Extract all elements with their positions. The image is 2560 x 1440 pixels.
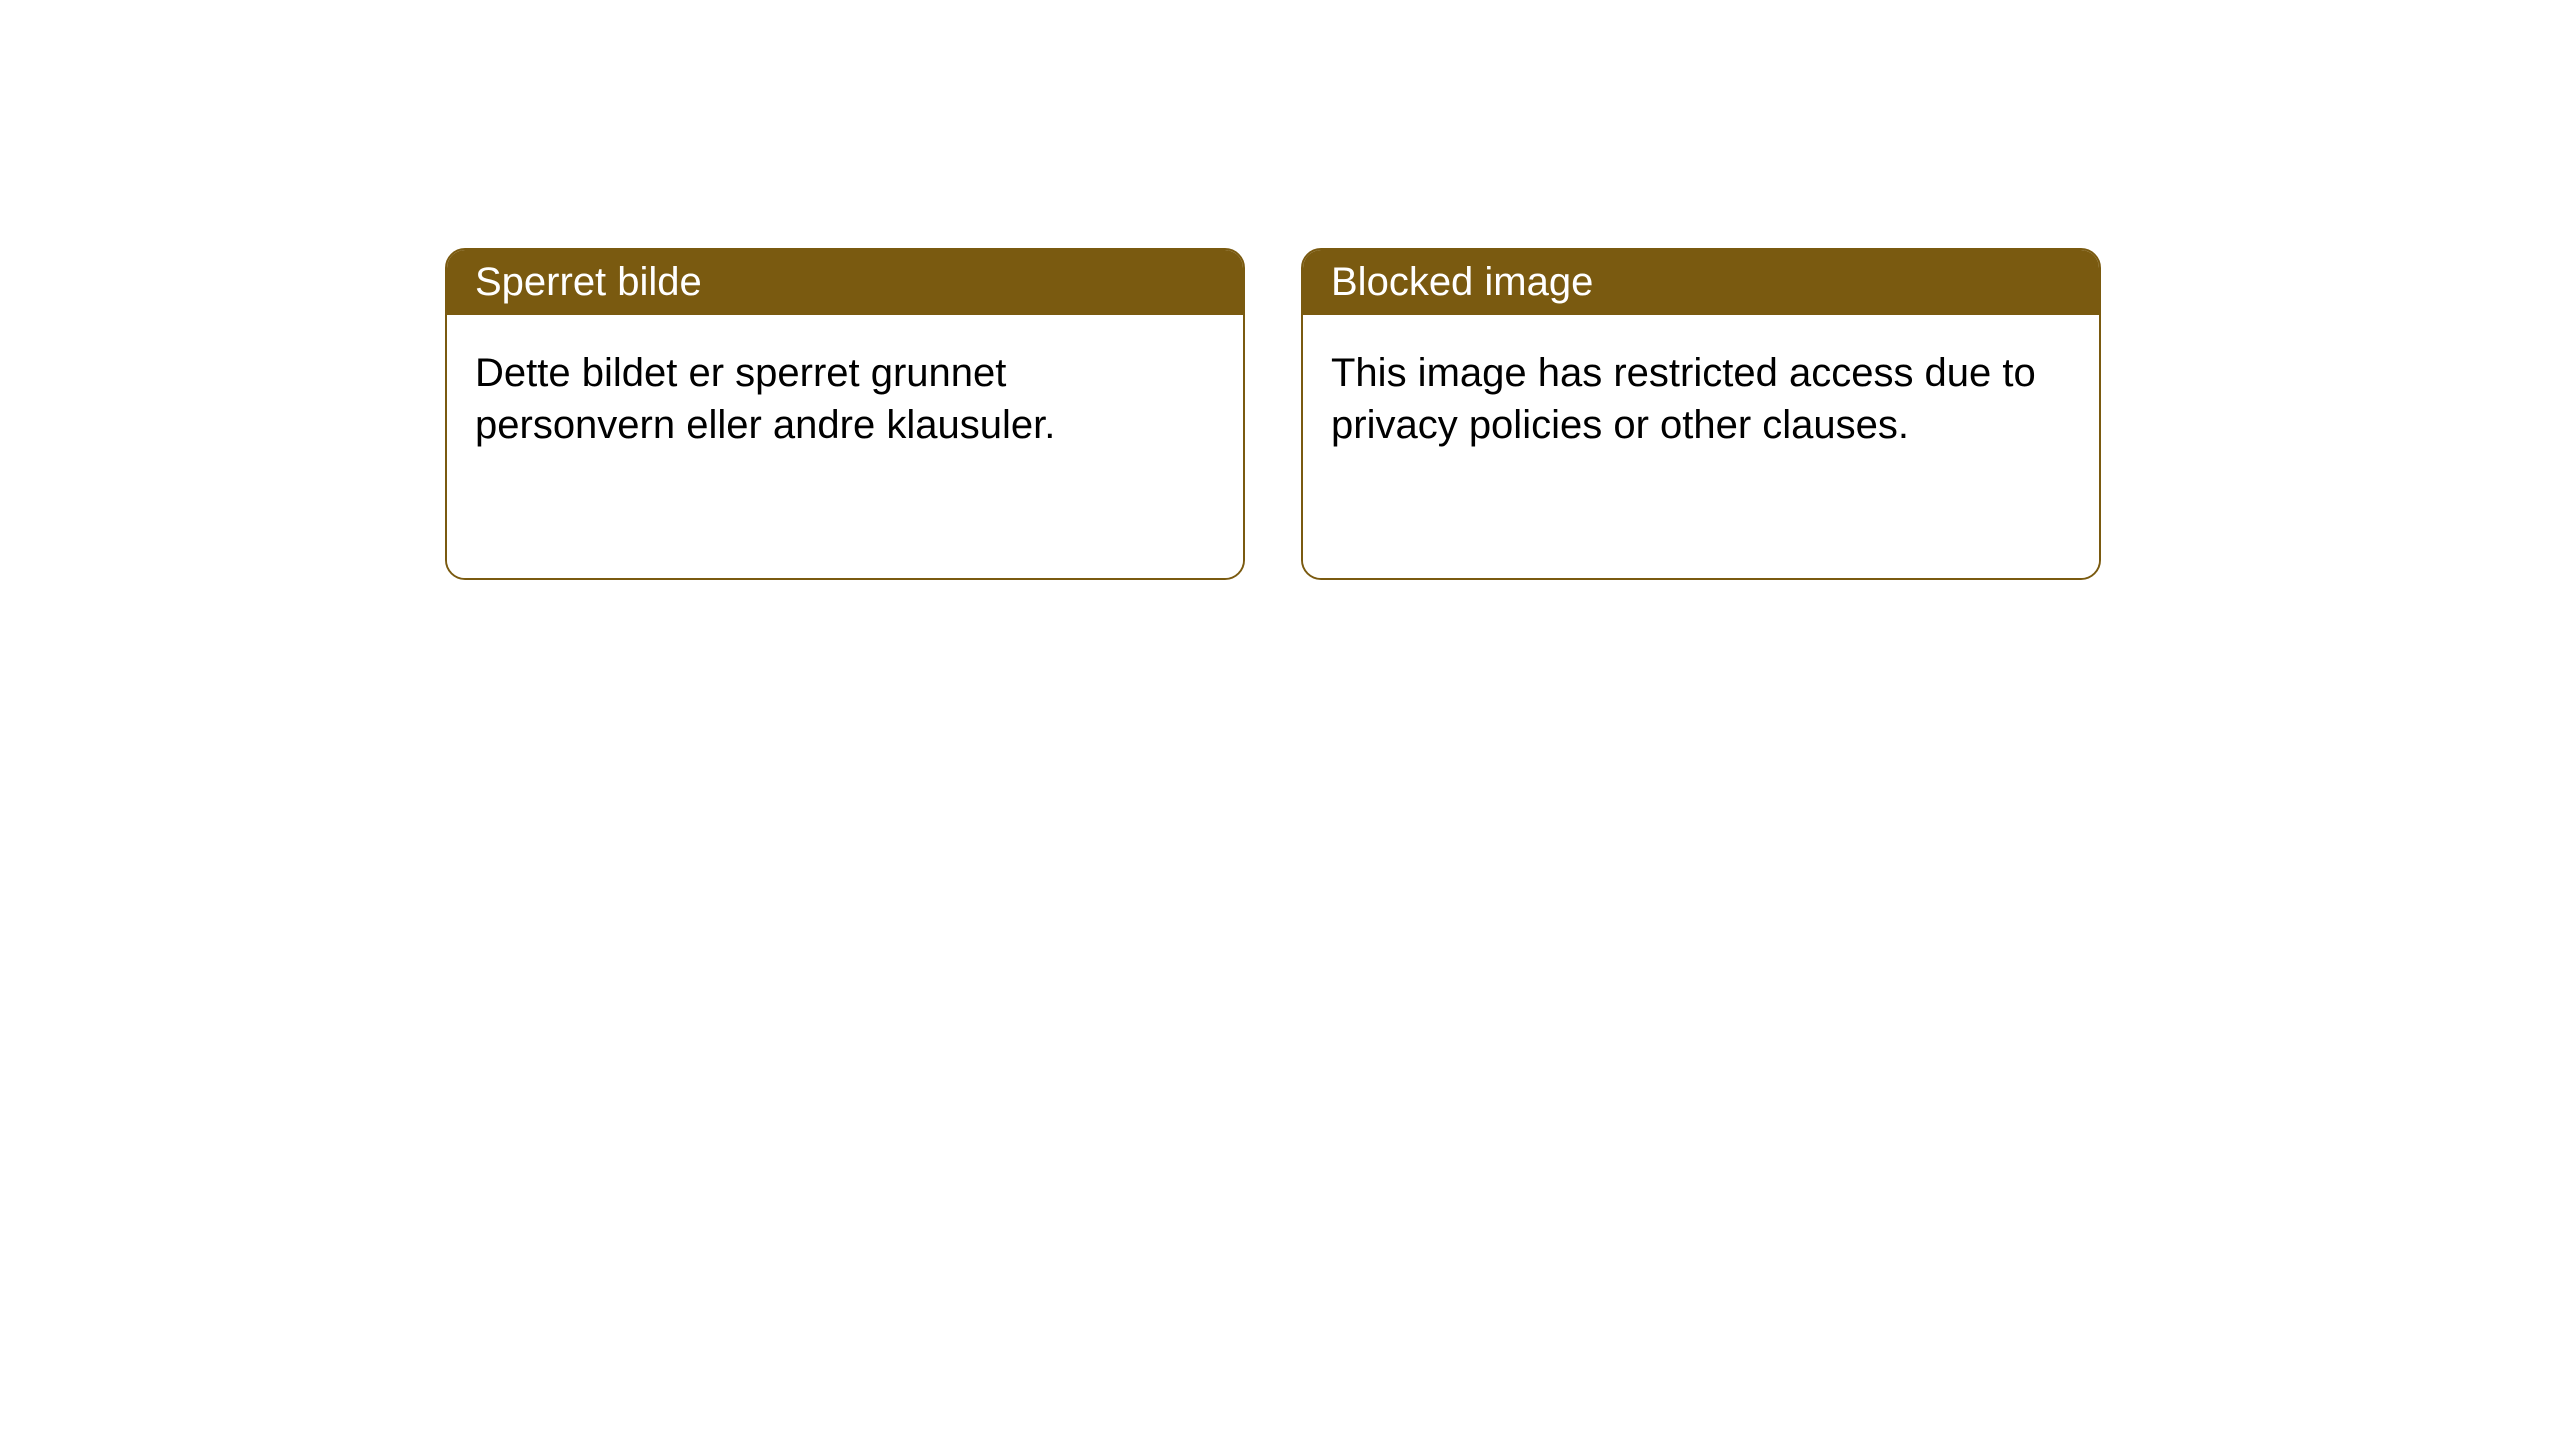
notice-header: Blocked image bbox=[1303, 250, 2099, 315]
notice-body: Dette bildet er sperret grunnet personve… bbox=[447, 315, 1243, 578]
notice-title: Sperret bilde bbox=[475, 260, 702, 304]
notice-title: Blocked image bbox=[1331, 260, 1593, 304]
notice-body-text: This image has restricted access due to … bbox=[1331, 351, 2036, 447]
notice-body: This image has restricted access due to … bbox=[1303, 315, 2099, 578]
notice-container: Sperret bilde Dette bildet er sperret gr… bbox=[0, 0, 2560, 580]
notice-card-english: Blocked image This image has restricted … bbox=[1301, 248, 2101, 580]
notice-card-norwegian: Sperret bilde Dette bildet er sperret gr… bbox=[445, 248, 1245, 580]
notice-header: Sperret bilde bbox=[447, 250, 1243, 315]
notice-body-text: Dette bildet er sperret grunnet personve… bbox=[475, 351, 1055, 447]
